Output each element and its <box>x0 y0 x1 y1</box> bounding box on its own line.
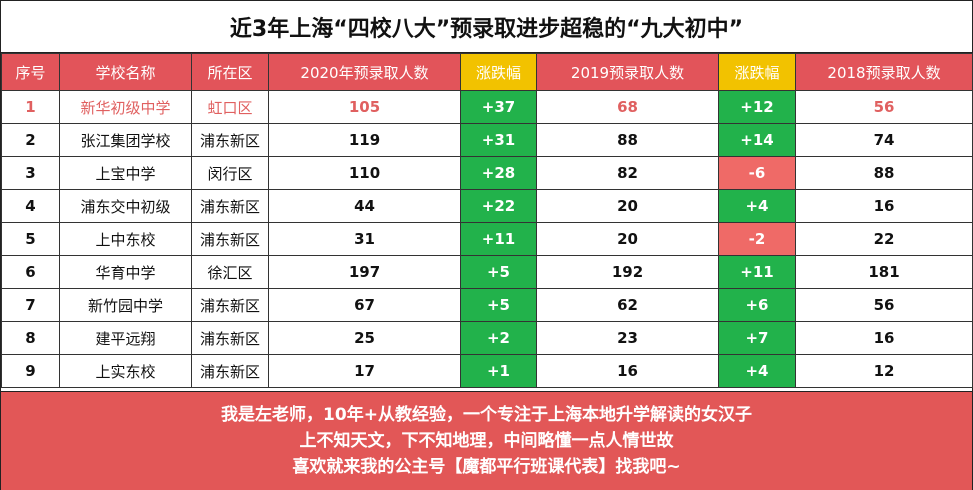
header-rank: 序号 <box>1 53 60 91</box>
cell-2020-count: 31 <box>268 222 461 256</box>
cell-2020-count: 197 <box>268 255 461 289</box>
table-row: 8 建平远翔 浦东新区 25 +2 23 +7 16 <box>1 321 973 355</box>
cell-2018-count: 74 <box>795 123 973 157</box>
cell-school-name: 华育中学 <box>59 255 192 289</box>
cell-rank: 1 <box>1 90 60 124</box>
cell-rank: 6 <box>1 255 60 289</box>
cell-change-2019: -2 <box>718 222 796 256</box>
cell-district: 浦东新区 <box>191 222 269 256</box>
cell-district: 浦东新区 <box>191 321 269 355</box>
cell-district: 浦东新区 <box>191 189 269 223</box>
cell-change-2019: +11 <box>718 255 796 289</box>
cell-2020-count: 67 <box>268 288 461 322</box>
cell-2018-count: 16 <box>795 321 973 355</box>
cell-2020-count: 25 <box>268 321 461 355</box>
cell-rank: 3 <box>1 156 60 190</box>
cell-2018-count: 181 <box>795 255 973 289</box>
cell-change-2019: +7 <box>718 321 796 355</box>
header-2020: 2020年预录取人数 <box>268 53 461 91</box>
cell-school-name: 新竹园中学 <box>59 288 192 322</box>
cell-rank: 9 <box>1 354 60 388</box>
table-row: 7 新竹园中学 浦东新区 67 +5 62 +6 56 <box>1 288 973 322</box>
cell-2019-count: 20 <box>536 222 719 256</box>
table-row: 3 上宝中学 闵行区 110 +28 82 -6 88 <box>1 156 973 190</box>
admission-table: 序号 学校名称 所在区 2020年预录取人数 涨跌幅 2019预录取人数 涨跌幅… <box>1 53 973 388</box>
cell-2019-count: 88 <box>536 123 719 157</box>
cell-2018-count: 88 <box>795 156 973 190</box>
table-row: 5 上中东校 浦东新区 31 +11 20 -2 22 <box>1 222 973 256</box>
cell-school-name: 浦东交中初级 <box>59 189 192 223</box>
cell-2020-count: 17 <box>268 354 461 388</box>
cell-2020-count: 44 <box>268 189 461 223</box>
cell-rank: 7 <box>1 288 60 322</box>
table-row: 4 浦东交中初级 浦东新区 44 +22 20 +4 16 <box>1 189 973 223</box>
cell-school-name: 上中东校 <box>59 222 192 256</box>
cell-2019-count: 16 <box>536 354 719 388</box>
cell-change-2020: +37 <box>460 90 537 124</box>
cell-2019-count: 20 <box>536 189 719 223</box>
cell-change-2020: +1 <box>460 354 537 388</box>
table-row: 9 上实东校 浦东新区 17 +1 16 +4 12 <box>1 354 973 388</box>
cell-change-2019: +6 <box>718 288 796 322</box>
cell-change-2020: +2 <box>460 321 537 355</box>
table-header-row: 序号 学校名称 所在区 2020年预录取人数 涨跌幅 2019预录取人数 涨跌幅… <box>1 53 973 91</box>
table-row: 1 新华初级中学 虹口区 105 +37 68 +12 56 <box>1 90 973 124</box>
table-row: 2 张江集团学校 浦东新区 119 +31 88 +14 74 <box>1 123 973 157</box>
footer-line: 上不知天文，下不知地理，中间略懂一点人情世故 <box>299 431 674 451</box>
footer-banner: 我是左老师，10年+从教经验，一个专注于上海本地升学解读的女汉子 上不知天文，下… <box>1 391 972 490</box>
cell-district: 虹口区 <box>191 90 269 124</box>
header-2018: 2018预录取人数 <box>795 53 973 91</box>
cell-change-2019: +4 <box>718 189 796 223</box>
cell-school-name: 上实东校 <box>59 354 192 388</box>
cell-school-name: 上宝中学 <box>59 156 192 190</box>
cell-rank: 2 <box>1 123 60 157</box>
cell-2020-count: 110 <box>268 156 461 190</box>
cell-school-name: 建平远翔 <box>59 321 192 355</box>
header-district: 所在区 <box>191 53 269 91</box>
cell-2018-count: 56 <box>795 90 973 124</box>
cell-2019-count: 62 <box>536 288 719 322</box>
cell-2018-count: 56 <box>795 288 973 322</box>
footer-line: 喜欢就来我的公主号【魔都平行班课代表】找我吧~ <box>292 457 681 477</box>
cell-change-2020: +5 <box>460 288 537 322</box>
cell-school-name: 新华初级中学 <box>59 90 192 124</box>
cell-school-name: 张江集团学校 <box>59 123 192 157</box>
cell-district: 浦东新区 <box>191 354 269 388</box>
cell-2018-count: 12 <box>795 354 973 388</box>
cell-2018-count: 22 <box>795 222 973 256</box>
cell-change-2020: +31 <box>460 123 537 157</box>
cell-district: 徐汇区 <box>191 255 269 289</box>
header-change-2019: 涨跌幅 <box>718 53 796 91</box>
cell-change-2020: +11 <box>460 222 537 256</box>
header-2019: 2019预录取人数 <box>536 53 719 91</box>
table-row: 6 华育中学 徐汇区 197 +5 192 +11 181 <box>1 255 973 289</box>
cell-change-2019: -6 <box>718 156 796 190</box>
page-title: 近3年上海“四校八大”预录取进步超稳的“九大初中” <box>1 1 972 53</box>
footer-line: 我是左老师，10年+从教经验，一个专注于上海本地升学解读的女汉子 <box>221 405 752 425</box>
header-change-2020: 涨跌幅 <box>460 53 537 91</box>
cell-change-2020: +5 <box>460 255 537 289</box>
cell-2020-count: 105 <box>268 90 461 124</box>
cell-2019-count: 23 <box>536 321 719 355</box>
cell-change-2019: +12 <box>718 90 796 124</box>
cell-rank: 5 <box>1 222 60 256</box>
cell-change-2020: +22 <box>460 189 537 223</box>
cell-change-2019: +14 <box>718 123 796 157</box>
cell-rank: 4 <box>1 189 60 223</box>
header-school: 学校名称 <box>59 53 192 91</box>
cell-change-2019: +4 <box>718 354 796 388</box>
cell-change-2020: +28 <box>460 156 537 190</box>
cell-2019-count: 82 <box>536 156 719 190</box>
cell-2019-count: 68 <box>536 90 719 124</box>
cell-rank: 8 <box>1 321 60 355</box>
cell-2020-count: 119 <box>268 123 461 157</box>
cell-district: 浦东新区 <box>191 288 269 322</box>
cell-2018-count: 16 <box>795 189 973 223</box>
cell-2019-count: 192 <box>536 255 719 289</box>
cell-district: 浦东新区 <box>191 123 269 157</box>
cell-district: 闵行区 <box>191 156 269 190</box>
